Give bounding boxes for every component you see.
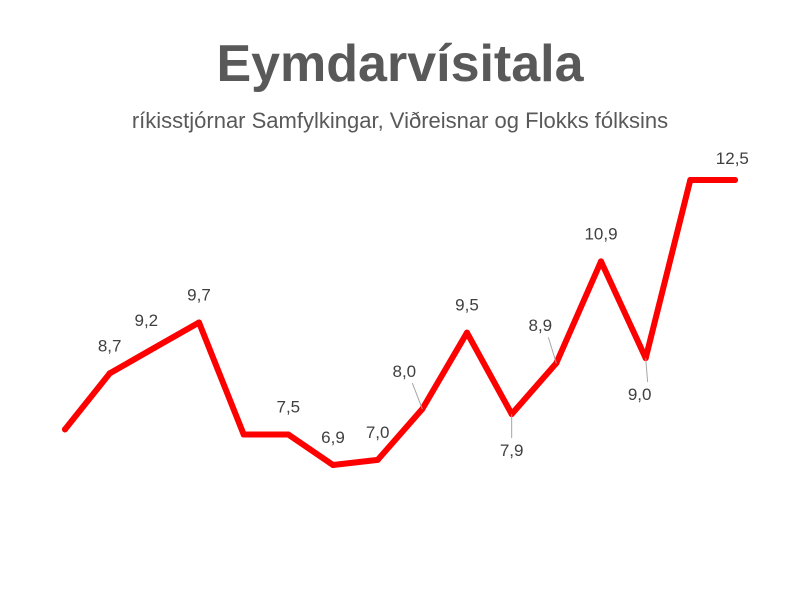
data-label: 9,7: [187, 286, 211, 305]
data-label: 7,5: [277, 397, 301, 416]
data-label: 8,9: [529, 316, 553, 335]
data-point: [687, 177, 694, 183]
data-point: [196, 319, 202, 326]
data-point: [330, 462, 336, 468]
data-label: 9,2: [135, 311, 159, 330]
label-leader-line: [411, 382, 423, 410]
data-label: 8,7: [98, 336, 122, 355]
data-point: [240, 431, 247, 438]
data-label: 9,5: [455, 296, 479, 315]
data-point: [106, 370, 113, 377]
data-label: 7,0: [366, 423, 390, 442]
data-point: [151, 344, 158, 351]
data-label: 12,5: [716, 149, 749, 168]
data-point: [374, 456, 381, 463]
data-point: [464, 329, 470, 336]
data-label: 10,9: [584, 224, 617, 243]
chart-title: Eymdarvísitala: [216, 35, 584, 93]
series-line: [62, 177, 738, 468]
data-point: [732, 177, 738, 183]
data-point: [598, 258, 604, 265]
label-leader-line: [645, 358, 649, 383]
data-point: [62, 426, 68, 433]
data-label: 8,0: [393, 362, 417, 381]
chart-subtitle: ríkisstjórnar Samfylkingar, Viðreisnar o…: [131, 108, 669, 133]
data-label: 6,9: [321, 428, 345, 447]
data-label: 7,9: [500, 441, 524, 460]
data-point: [285, 431, 292, 438]
label-leader-line: [547, 337, 557, 364]
data-label: 9,0: [628, 385, 652, 404]
